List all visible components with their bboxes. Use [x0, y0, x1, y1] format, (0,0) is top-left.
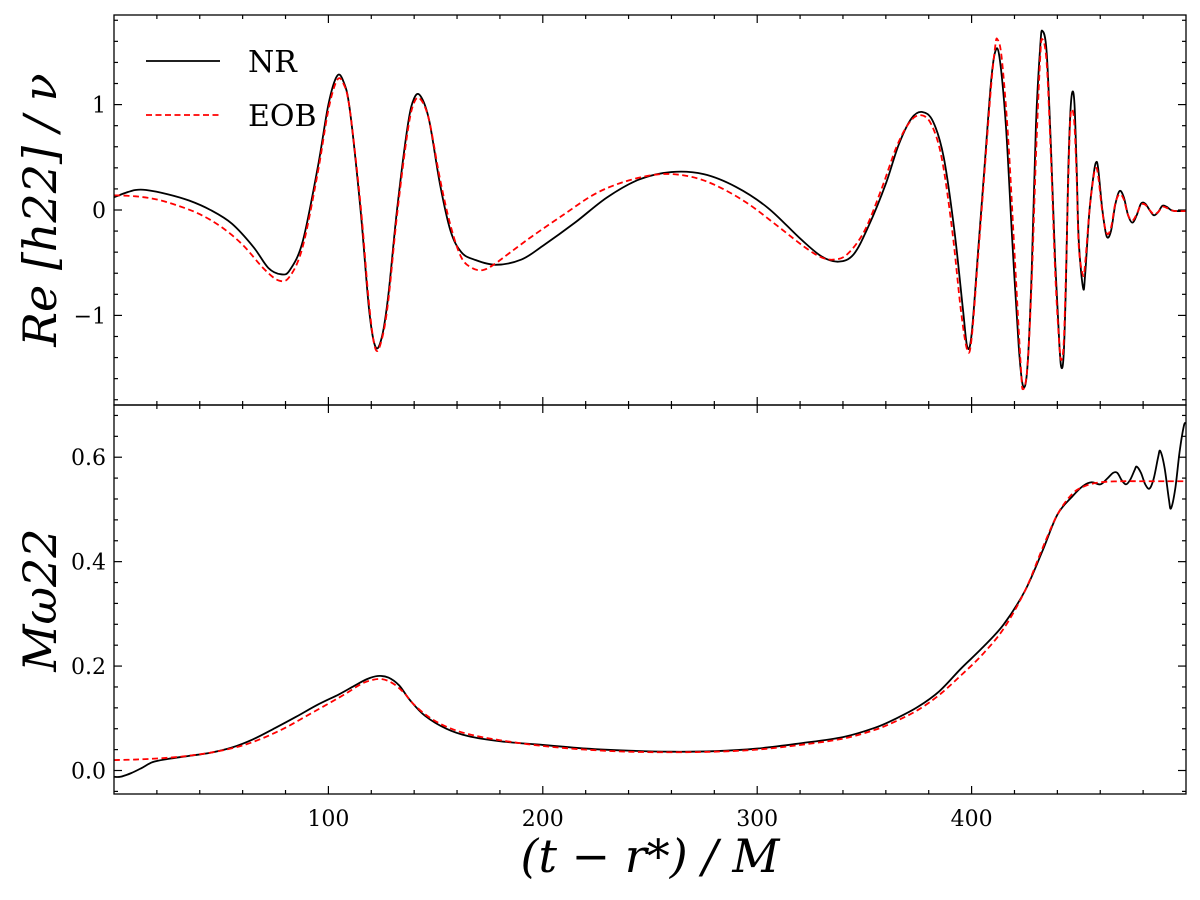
series-line-eob: [114, 37, 1186, 391]
x-tick-label: 200: [522, 807, 564, 832]
y-tick-label: 1: [92, 94, 106, 119]
bottom-panel-frame: [113, 404, 1187, 795]
top-panel-ticks: [114, 15, 1186, 405]
series-line-nr: [114, 29, 1186, 389]
x-tick-label: 400: [951, 807, 993, 832]
bottom-panel: 0.0 0.2 0.4 0.6 100 200 300 400: [71, 404, 1187, 832]
y-tick-label: 0.6: [71, 446, 106, 471]
legend: NR EOB: [146, 45, 317, 134]
y-tick-label: −1: [74, 304, 106, 329]
legend-label-nr: NR: [248, 45, 298, 80]
bottom-panel-series: [114, 422, 1186, 778]
legend-label-eob: EOB: [248, 99, 317, 134]
y-tick-label: 0: [92, 199, 106, 224]
series-line-eob: [114, 480, 1186, 761]
top-panel-series: [114, 29, 1186, 391]
y-tick-label: 0.4: [71, 551, 106, 576]
top-panel: −1 0 1 NR EOB: [74, 14, 1187, 406]
series-line-nr: [114, 422, 1186, 778]
top-panel-ytick-labels: −1 0 1: [74, 94, 106, 330]
top-y-axis-title: Re [h22] / ν: [13, 73, 67, 347]
x-tick-labels: 100 200 300 400: [307, 807, 992, 832]
bottom-panel-ytick-labels: 0.0 0.2 0.4 0.6: [71, 446, 106, 784]
y-tick-label: 0.0: [71, 760, 106, 785]
bottom-y-axis-title: Mω22: [13, 528, 67, 672]
x-tick-label: 300: [736, 807, 778, 832]
y-tick-label: 0.2: [71, 655, 106, 680]
x-axis-title: (t − r*) / M: [521, 829, 782, 883]
bottom-panel-ticks: [114, 405, 1186, 794]
x-tick-label: 100: [307, 807, 349, 832]
